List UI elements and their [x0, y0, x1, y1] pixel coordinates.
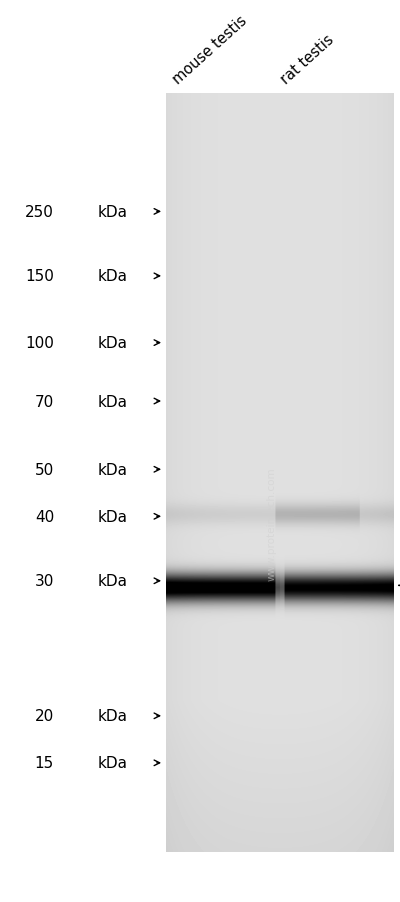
Text: 15: 15: [35, 756, 54, 770]
Text: 70: 70: [35, 394, 54, 410]
Text: 30: 30: [35, 574, 54, 589]
Text: kDa: kDa: [98, 269, 128, 284]
Text: kDa: kDa: [98, 336, 128, 351]
Text: 20: 20: [35, 708, 54, 723]
Text: rat testis: rat testis: [278, 32, 337, 87]
Text: 100: 100: [25, 336, 54, 351]
Text: kDa: kDa: [98, 574, 128, 589]
Text: kDa: kDa: [98, 462, 128, 477]
Text: kDa: kDa: [98, 756, 128, 770]
Text: kDa: kDa: [98, 708, 128, 723]
Text: kDa: kDa: [98, 394, 128, 410]
Text: mouse testis: mouse testis: [170, 14, 250, 87]
Text: www.proteintech.com: www.proteintech.com: [267, 466, 277, 580]
Text: 40: 40: [35, 510, 54, 524]
Text: kDa: kDa: [98, 205, 128, 220]
Text: 250: 250: [25, 205, 54, 220]
Text: 50: 50: [35, 462, 54, 477]
Text: 150: 150: [25, 269, 54, 284]
Text: kDa: kDa: [98, 510, 128, 524]
